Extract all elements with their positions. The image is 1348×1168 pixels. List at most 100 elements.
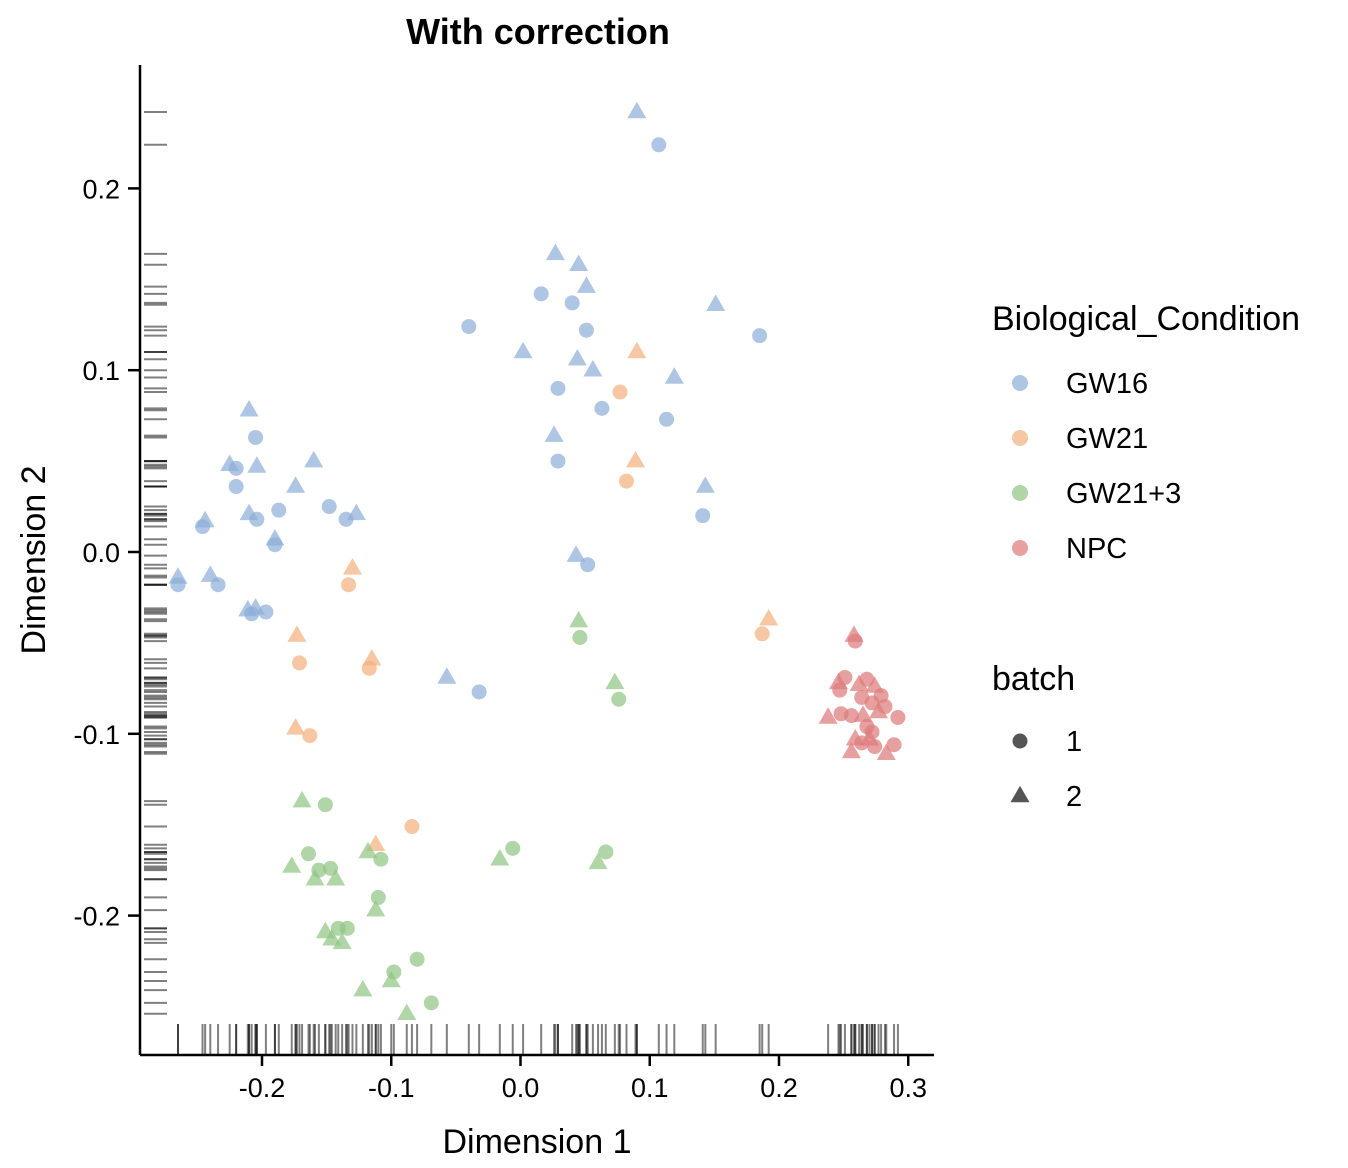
legend-color-key — [1012, 375, 1028, 391]
data-point — [594, 400, 610, 416]
data-point — [626, 450, 646, 468]
data-point — [305, 869, 325, 886]
data-point — [505, 840, 521, 856]
data-point — [353, 979, 373, 997]
data-point — [890, 709, 906, 725]
data-point — [567, 349, 587, 366]
data-point — [847, 633, 863, 649]
y-tick-label: 0.1 — [82, 356, 120, 386]
data-point — [513, 341, 533, 359]
y-rug — [144, 111, 167, 1015]
x-tick-label: 0.0 — [502, 1073, 540, 1103]
x-axis-title: Dimension 1 — [443, 1123, 632, 1161]
x-tick-label: 0.3 — [889, 1073, 927, 1103]
data-point — [248, 429, 264, 445]
data-point — [326, 869, 346, 886]
data-point — [550, 453, 566, 469]
data-point — [210, 577, 226, 593]
data-point — [627, 101, 647, 119]
data-point — [381, 970, 401, 988]
data-point — [271, 502, 287, 518]
data-point — [869, 701, 889, 719]
data-point — [598, 844, 614, 860]
x-tick-label: -0.1 — [368, 1073, 415, 1103]
data-point — [304, 450, 324, 468]
data-point — [588, 852, 608, 870]
data-point — [322, 929, 342, 946]
x-axis-ticks: -0.2 -0.1 0.0 0.1 0.2 0.3 — [239, 1055, 927, 1103]
data-point — [228, 460, 244, 476]
data-point — [332, 932, 352, 950]
y-tick-label: 0.0 — [82, 538, 120, 568]
data-point — [618, 473, 634, 489]
chart-title: With correction — [406, 11, 670, 52]
data-point — [437, 667, 457, 684]
data-point — [397, 1003, 417, 1021]
legend-color-entries: GW16 GW21 GW21+3 NPC — [1012, 368, 1181, 565]
legend-shape-label: 1 — [1066, 726, 1082, 758]
x-tick-label: 0.1 — [631, 1073, 669, 1103]
data-point — [849, 674, 869, 691]
data-point — [361, 660, 377, 676]
data-point — [287, 625, 307, 642]
data-point — [386, 964, 402, 980]
data-point — [752, 328, 768, 344]
data-point — [373, 851, 389, 867]
data-point — [341, 577, 357, 593]
data-point — [286, 476, 306, 493]
data-point — [566, 545, 586, 562]
data-point — [239, 399, 259, 417]
data-point — [292, 790, 312, 808]
data-point — [200, 565, 220, 582]
data-point — [461, 319, 477, 335]
legend-color-label: GW16 — [1066, 368, 1148, 400]
legend-shape-key — [1010, 785, 1030, 803]
data-point — [317, 797, 333, 813]
data-point — [605, 672, 625, 690]
legend: Biological_Condition GW16 GW21 GW21+3 NPC b… — [992, 300, 1300, 813]
data-point — [695, 476, 715, 493]
data-point — [886, 737, 902, 753]
y-tick-label: -0.1 — [73, 720, 120, 750]
data-point — [339, 920, 355, 936]
data-point — [342, 558, 362, 575]
data-point — [286, 718, 306, 735]
legend-color-key — [1012, 430, 1028, 446]
data-point — [471, 684, 487, 700]
x-tick-label: -0.2 — [239, 1073, 286, 1103]
y-axis-title: Dimension 2 — [15, 466, 53, 655]
data-point — [659, 411, 675, 427]
data-point — [247, 456, 267, 473]
legend-shape-key — [1012, 733, 1028, 749]
data-point — [366, 899, 386, 917]
data-point — [832, 682, 848, 698]
data-point — [867, 739, 883, 755]
data-point — [545, 243, 565, 261]
legend-shape-entries: 12 — [1010, 726, 1082, 813]
data-point — [301, 846, 317, 862]
data-point — [853, 705, 873, 722]
data-point — [759, 609, 779, 626]
data-point — [258, 604, 274, 620]
data-point — [569, 254, 589, 272]
data-point — [170, 577, 186, 593]
legend-color-key — [1012, 540, 1028, 556]
data-point — [195, 519, 211, 535]
data-point — [664, 367, 684, 384]
data-point — [627, 341, 647, 359]
data-point — [580, 557, 596, 573]
data-point — [818, 707, 838, 724]
data-point — [544, 425, 564, 442]
data-point — [754, 626, 770, 642]
data-point — [583, 359, 603, 377]
data-point — [695, 508, 711, 524]
legend-color-label: GW21 — [1066, 423, 1148, 455]
data-point — [841, 741, 861, 759]
data-point — [228, 479, 244, 495]
data-point — [651, 137, 667, 153]
data-point — [578, 322, 594, 338]
data-point — [321, 499, 337, 515]
data-point — [611, 691, 627, 707]
data-point — [358, 841, 378, 859]
